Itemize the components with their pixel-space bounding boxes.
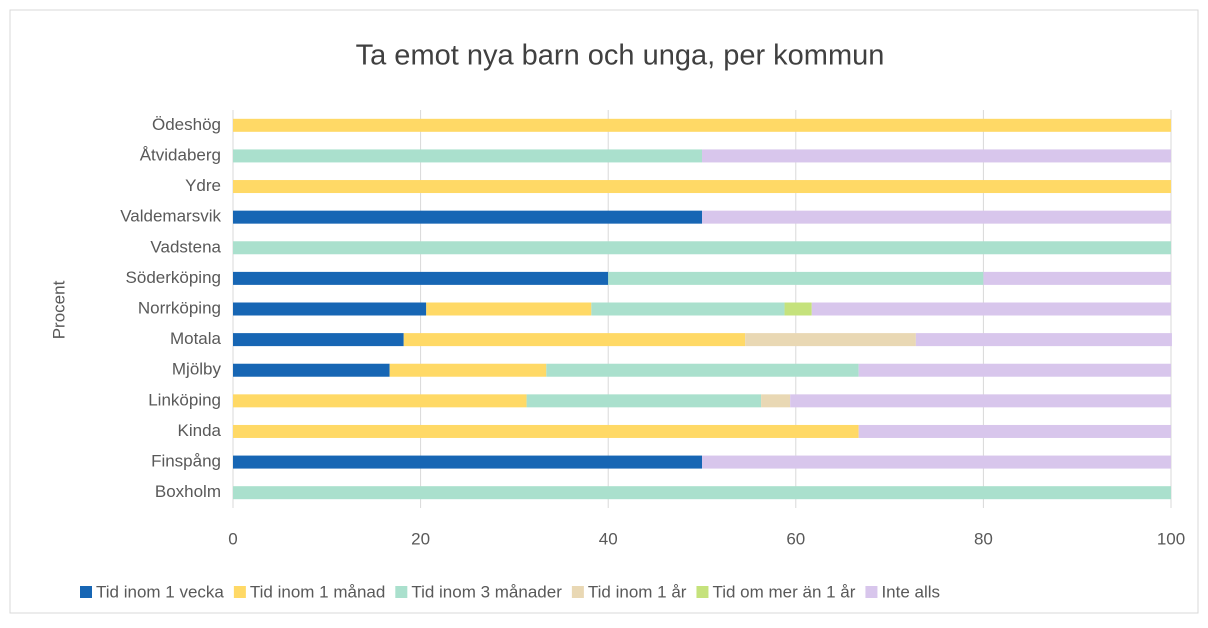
bar-segment (858, 424, 1171, 438)
legend-swatch (696, 586, 709, 598)
bar-segment (761, 394, 791, 408)
bar-segment (546, 363, 859, 377)
bar-segment (233, 180, 1171, 194)
y-tick-label: Boxholm (155, 482, 221, 501)
bar-segment (233, 241, 1171, 255)
y-axis-label: Procent (49, 280, 68, 339)
bar-segment (702, 455, 1171, 469)
bar-segment (233, 424, 859, 438)
bar-segment (233, 210, 702, 224)
y-tick-label: Norrköping (138, 298, 221, 317)
y-tick-label: Linköping (148, 390, 221, 409)
bar-segment (858, 363, 1171, 377)
bar-segment (389, 363, 547, 377)
y-tick-label: Åtvidaberg (140, 145, 221, 164)
y-tick-label: Motala (170, 329, 222, 348)
y-tick-label: Kinda (178, 421, 222, 440)
y-tick-label: Mjölby (172, 360, 222, 379)
x-tick-label: 80 (974, 529, 993, 548)
bar-segment (233, 455, 702, 469)
legend-swatch (80, 586, 92, 598)
chart-title: Ta emot nya barn och unga, per kommun (356, 40, 885, 72)
y-tick-label: Vadstena (150, 237, 221, 256)
x-tick-label: 40 (599, 529, 618, 548)
y-tick-label: Söderköping (126, 268, 221, 287)
legend-label: Tid om mer än 1 år (712, 582, 855, 601)
y-tick-label: Ydre (185, 176, 221, 195)
bar-segment (233, 333, 404, 347)
bar-segment (790, 394, 1171, 408)
bar-segment (526, 394, 762, 408)
bar-segment (233, 149, 702, 163)
bar-segment (403, 333, 746, 347)
y-tick-label: Finspång (151, 452, 221, 471)
bar-segment (702, 210, 1171, 224)
x-tick-label: 100 (1157, 529, 1185, 548)
bar-segment (233, 363, 390, 377)
bar-segment (426, 302, 592, 316)
y-tick-label: Ödeshög (152, 115, 221, 134)
bar-segment (233, 486, 1171, 500)
legend-label: Inte alls (881, 582, 940, 601)
legend-swatch (865, 586, 878, 598)
legend-label: Tid inom 1 vecka (96, 582, 224, 601)
legend-label: Tid inom 1 år (588, 582, 687, 601)
bar-segment (233, 271, 609, 285)
bar-segment (702, 149, 1171, 163)
bar-segment (233, 302, 427, 316)
legend-swatch (571, 586, 584, 598)
legend-swatch (395, 586, 408, 598)
bar-segment (915, 333, 1172, 347)
bar-segment (811, 302, 1171, 316)
bar-segment (784, 302, 812, 316)
legend-label: Tid inom 1 månad (250, 582, 385, 601)
bar-segment (608, 271, 984, 285)
bar-segment (233, 118, 1171, 132)
x-tick-label: 60 (786, 529, 805, 548)
x-tick-label: 20 (411, 529, 430, 548)
legend-label: Tid inom 3 månader (411, 582, 562, 601)
bar-segment (983, 271, 1171, 285)
bar-segment (745, 333, 916, 347)
x-tick-label: 0 (228, 529, 237, 548)
bar-segment (233, 394, 527, 408)
legend-swatch (233, 586, 246, 598)
y-tick-label: Valdemarsvik (120, 207, 221, 226)
bar-segment (591, 302, 785, 316)
